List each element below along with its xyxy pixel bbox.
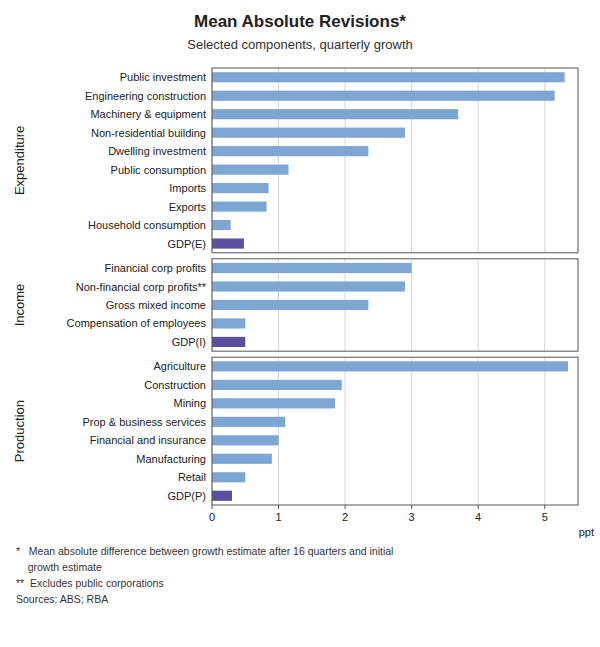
footnote: Sources: ABS; RBA	[16, 593, 108, 605]
section-label: Income	[13, 284, 28, 327]
chart: Mean Absolute Revisions* Selected compone…	[0, 0, 600, 647]
grid-line	[544, 259, 545, 351]
bar	[212, 318, 245, 328]
plot-frame	[212, 68, 578, 253]
bar	[212, 146, 368, 156]
category-label: GDP(I)	[172, 336, 206, 348]
bar	[212, 281, 405, 291]
category-label: Public consumption	[111, 164, 206, 176]
tick-label: 4	[475, 511, 481, 523]
section-label: Production	[13, 400, 28, 462]
grid-line	[478, 357, 479, 505]
tick-label: 3	[409, 511, 415, 523]
bar	[212, 263, 412, 273]
tick-mark	[544, 505, 545, 509]
category-label: Financial and insurance	[90, 434, 206, 446]
plot-frame	[212, 259, 578, 351]
grid-line	[345, 357, 346, 505]
category-label: Non-residential building	[91, 127, 206, 139]
subtitle: Selected components, quarterly growth	[187, 37, 412, 52]
grid-line	[478, 259, 479, 351]
category-label: Construction	[144, 379, 206, 391]
bar	[212, 472, 245, 482]
plot-frame	[212, 357, 578, 505]
category-label: Non-financial corp profits**	[76, 281, 207, 293]
tick-mark	[345, 505, 346, 509]
bar	[212, 128, 405, 138]
bar	[212, 91, 555, 101]
category-label: Dwelling investment	[108, 145, 206, 157]
tick-label: 1	[275, 511, 281, 523]
category-label: Agriculture	[153, 360, 206, 372]
tick-mark	[478, 505, 479, 509]
category-label: Engineering construction	[85, 90, 206, 102]
category-label: Gross mixed income	[106, 299, 206, 311]
category-label: Retail	[178, 471, 206, 483]
panel: Agriculture Construction Mining Prop & busi…	[13, 357, 595, 538]
bar	[212, 417, 285, 427]
category-label: Machinery & equipment	[90, 108, 206, 120]
category-label: Household consumption	[88, 219, 206, 231]
footnote: ** Excludes public corporations	[16, 577, 164, 589]
bar	[212, 380, 342, 390]
tick-label: 0	[209, 511, 215, 523]
bar	[212, 398, 335, 408]
title: Mean Absolute Revisions*	[194, 12, 406, 31]
bar	[212, 337, 245, 347]
category-label: GDP(P)	[168, 490, 207, 502]
panel: Financial corp profits Non-financial corp…	[13, 259, 579, 351]
category-label: Public investment	[120, 71, 206, 83]
grid-line	[278, 357, 279, 505]
bar	[212, 454, 272, 464]
category-label: Prop & business services	[83, 416, 207, 428]
tick-mark	[212, 505, 213, 509]
footnote: growth estimate	[16, 561, 102, 573]
bar	[212, 109, 458, 119]
section-label: Expenditure	[13, 126, 28, 195]
grid-line	[411, 357, 412, 505]
bar	[212, 72, 565, 82]
tick-label: 2	[342, 511, 348, 523]
bar	[212, 183, 269, 193]
bars	[212, 72, 565, 248]
category-label: Financial corp profits	[105, 262, 207, 274]
tick-label: 5	[542, 511, 548, 523]
bar	[212, 165, 289, 175]
bar	[212, 435, 279, 445]
tick-mark	[278, 505, 279, 509]
category-label: Mining	[174, 397, 206, 409]
bars	[212, 361, 568, 501]
axis-label: ppt	[579, 526, 594, 538]
bar	[212, 300, 368, 310]
bar	[212, 202, 267, 212]
grid-line	[544, 357, 545, 505]
bars	[212, 263, 412, 347]
tick-mark	[411, 505, 412, 509]
category-label: Compensation of employees	[67, 317, 207, 329]
category-label: Exports	[169, 201, 207, 213]
category-label: Imports	[169, 182, 206, 194]
category-label: Manufacturing	[136, 453, 206, 465]
bar	[212, 238, 244, 248]
bar	[212, 220, 231, 230]
panel: Public investment Engineering constructio…	[13, 68, 579, 253]
bar	[212, 361, 568, 371]
category-label: GDP(E)	[168, 238, 207, 250]
footnote: * Mean absolute difference between growt…	[16, 545, 393, 557]
bar	[212, 491, 232, 501]
